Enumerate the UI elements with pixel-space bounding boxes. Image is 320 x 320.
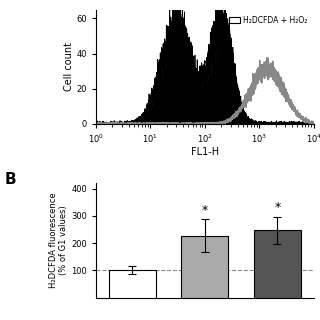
X-axis label: FL1-H: FL1-H: [191, 147, 219, 157]
Legend: H₂DCFDA + H₂O₂: H₂DCFDA + H₂O₂: [226, 13, 310, 27]
Bar: [109, 270, 156, 298]
Bar: [254, 230, 301, 298]
Text: *: *: [274, 201, 280, 214]
Y-axis label: H₂DCFDA fluorescence
(% of G1 values): H₂DCFDA fluorescence (% of G1 values): [49, 193, 68, 288]
Bar: [181, 236, 228, 298]
Y-axis label: Cell count: Cell count: [64, 42, 74, 91]
Text: *: *: [202, 204, 208, 217]
Text: B: B: [4, 172, 16, 187]
